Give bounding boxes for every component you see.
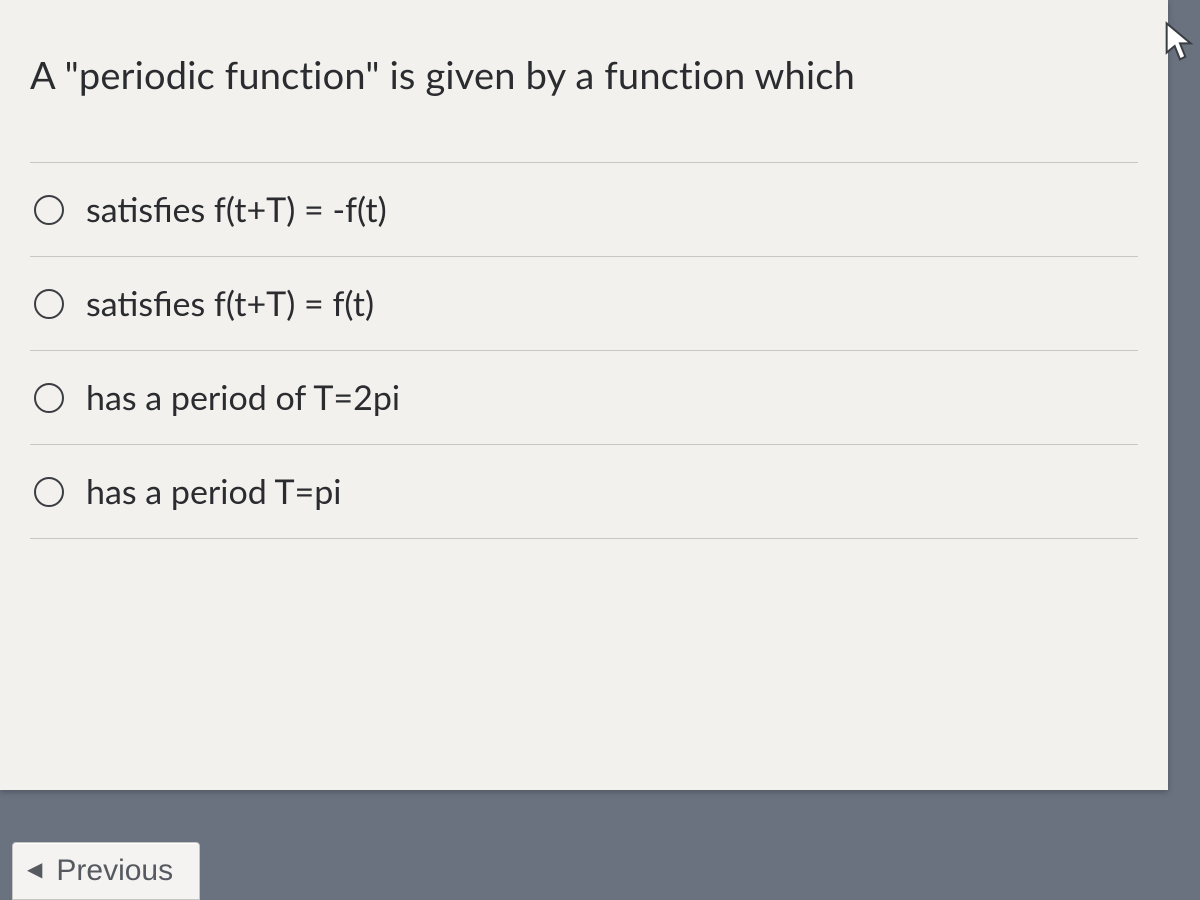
previous-button[interactable]: ◀ Previous: [12, 842, 200, 900]
cursor-icon: [1164, 20, 1196, 64]
radio-icon[interactable]: [34, 289, 64, 319]
option-row[interactable]: satisfies f(t+T) = -f(t): [30, 163, 1138, 257]
triangle-left-icon: ◀: [27, 860, 42, 880]
radio-icon[interactable]: [34, 195, 64, 225]
radio-icon[interactable]: [34, 477, 64, 507]
option-row[interactable]: has a period of T=2pi: [30, 351, 1138, 445]
question-card: A "periodic function" is given by a func…: [0, 0, 1168, 790]
options-list: satisfies f(t+T) = -f(t) satisfies f(t+T…: [30, 162, 1138, 539]
option-label: has a period of T=2pi: [86, 377, 400, 418]
radio-icon[interactable]: [34, 383, 64, 413]
option-label: satisfies f(t+T) = f(t): [86, 283, 374, 324]
previous-button-label: Previous: [56, 854, 173, 888]
option-label: satisfies f(t+T) = -f(t): [86, 189, 387, 230]
option-row[interactable]: has a period T=pi: [30, 445, 1138, 539]
option-label: has a period T=pi: [86, 471, 341, 512]
option-row[interactable]: satisfies f(t+T) = f(t): [30, 257, 1138, 351]
question-prompt: A "periodic function" is given by a func…: [0, 0, 1168, 162]
spacer: [0, 539, 1168, 609]
